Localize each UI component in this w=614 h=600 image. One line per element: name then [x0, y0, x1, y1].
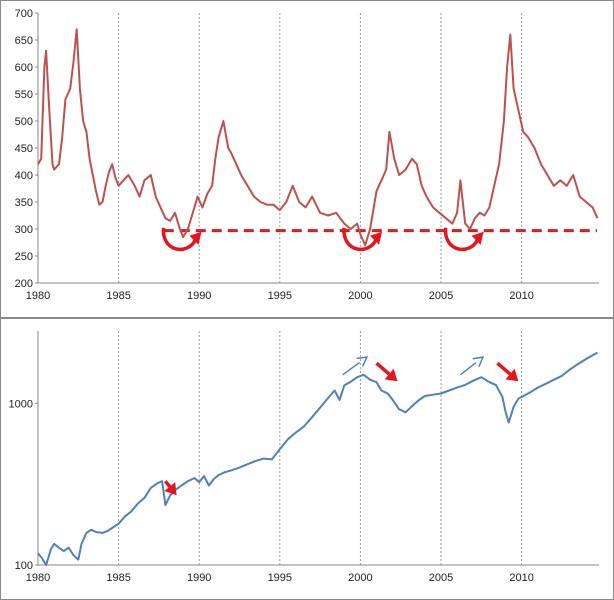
y-tick-label: 100	[15, 560, 33, 572]
x-tick-label: 1990	[187, 290, 211, 302]
chart-top-price-index: 1980 1985 1990 1995 2000 2005 2010 200 250 300 350…	[0, 0, 614, 318]
arrow-annotation	[496, 361, 512, 376]
y-tick-label: 250	[15, 251, 33, 263]
y-tick-label: 200	[15, 278, 33, 290]
x-tick-label: 1980	[26, 572, 50, 584]
x-tick-label: 1985	[106, 290, 130, 302]
arrow-head	[384, 368, 398, 382]
curved-arrow-head	[189, 231, 202, 245]
y-tick-label: 450	[15, 143, 33, 155]
arrow-annotation	[342, 361, 361, 376]
x-tick-label: 2005	[429, 572, 453, 584]
x-tick-label: 2010	[509, 572, 533, 584]
y-tick-label: 700	[15, 8, 33, 20]
arrow-annotation	[459, 362, 477, 376]
y-tick-label: 300	[15, 224, 33, 236]
y-tick-label: 500	[15, 116, 33, 128]
chart-bottom-log-index: 1980 1985 1990 1995 2000 2005 2010 100 1000	[0, 318, 614, 600]
x-tick-label: 2005	[429, 290, 453, 302]
x-tick-label: 2000	[348, 572, 372, 584]
series-line	[37, 28, 599, 247]
arrow-annotation	[375, 361, 391, 376]
x-tick-label: 1995	[268, 572, 292, 584]
arrow-head	[164, 482, 177, 496]
x-tick-label: 2000	[348, 290, 372, 302]
y-tick-label: 1000	[9, 398, 33, 410]
y-tick-label: 350	[15, 197, 33, 209]
arrow-annotation	[163, 480, 172, 488]
arrow-head	[472, 356, 485, 367]
x-tick-label: 1995	[268, 290, 292, 302]
x-tick-label: 2010	[509, 290, 533, 302]
curved-arrow-annotation	[443, 227, 480, 252]
x-tick-label: 1985	[106, 572, 130, 584]
arrow-head	[356, 356, 369, 367]
curved-arrow-head	[471, 231, 484, 245]
x-tick-label: 1980	[26, 290, 50, 302]
curved-arrow-annotation	[342, 227, 378, 252]
y-tick-label: 550	[15, 89, 33, 101]
curved-arrow-annotation	[161, 227, 198, 252]
arrow-head	[505, 368, 519, 382]
y-tick-label: 400	[15, 170, 33, 182]
curved-arrow-head	[370, 231, 383, 245]
x-tick-label: 1990	[187, 572, 211, 584]
series-line	[37, 351, 598, 566]
y-tick-label: 600	[15, 62, 33, 74]
y-tick-label: 650	[15, 35, 33, 47]
